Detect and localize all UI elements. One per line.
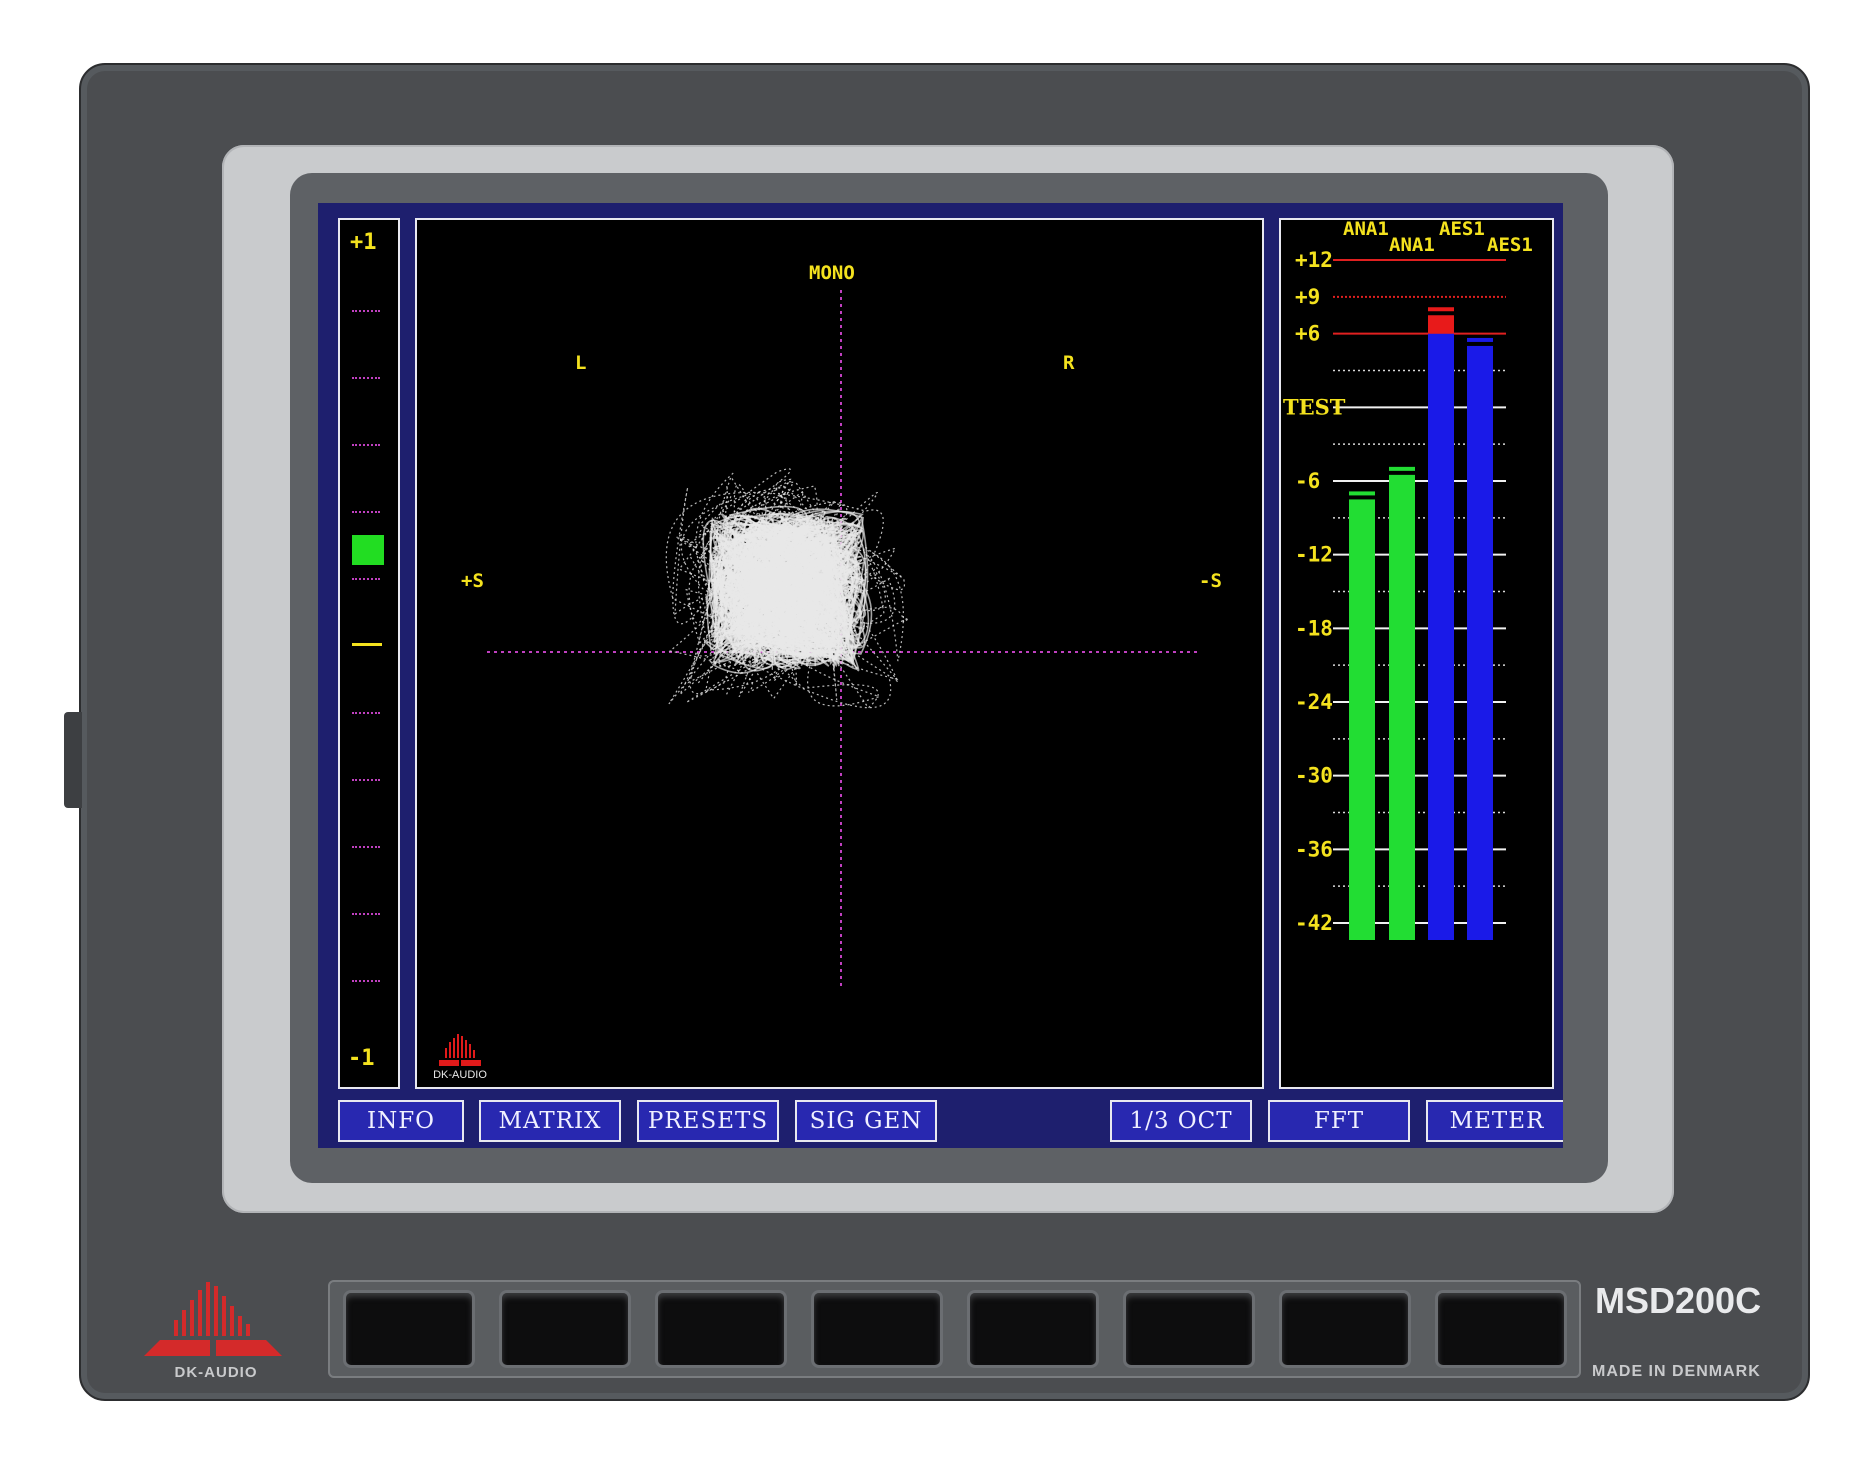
model-name: MSD200C bbox=[1595, 1280, 1762, 1321]
goniometer-canvas: DK-AUDIO bbox=[433, 290, 1197, 1081]
hardware-button-6[interactable] bbox=[1123, 1290, 1255, 1368]
trace-segment bbox=[687, 482, 896, 700]
correlation-tick bbox=[352, 913, 380, 915]
correlation-tick bbox=[352, 578, 380, 580]
correlation-zero-line bbox=[352, 643, 382, 646]
meter-peak-hold bbox=[1389, 466, 1415, 471]
meter-scale-label: -24 bbox=[1295, 690, 1333, 714]
display-screen: +1 -1 DK-AUDIO MONO L R bbox=[318, 203, 1563, 1148]
presets-button[interactable]: PRESETS bbox=[637, 1100, 779, 1142]
correlation-tick bbox=[352, 377, 380, 379]
third-octave-button[interactable]: 1/3 OCT bbox=[1110, 1100, 1252, 1142]
mono-label: MONO bbox=[809, 262, 855, 284]
trace-segment bbox=[709, 517, 862, 670]
dk-audio-brand-logo bbox=[144, 1282, 282, 1356]
meter-scale-label: -6 bbox=[1295, 469, 1320, 493]
hardware-button-4[interactable] bbox=[811, 1290, 943, 1368]
meter-scale-label: +9 bbox=[1295, 285, 1320, 309]
right-label: R bbox=[1063, 352, 1075, 374]
correlation-tick bbox=[352, 310, 380, 312]
correlation-tick bbox=[352, 444, 380, 446]
meter-bar bbox=[1349, 499, 1375, 940]
trace-segment bbox=[678, 495, 897, 709]
meter-peak-hold bbox=[1467, 337, 1493, 342]
hardware-button-7[interactable] bbox=[1279, 1290, 1411, 1368]
meter-button[interactable]: METER bbox=[1426, 1100, 1563, 1142]
meter-scale-label: -30 bbox=[1295, 764, 1333, 788]
hardware-button-2[interactable] bbox=[499, 1290, 631, 1368]
hardware-button-3[interactable] bbox=[655, 1290, 787, 1368]
correlation-tick bbox=[352, 779, 380, 781]
hardware-button-8[interactable] bbox=[1435, 1290, 1567, 1368]
correlation-top-label: +1 bbox=[350, 230, 377, 255]
header-aes1-bottom: AES1 bbox=[1487, 234, 1533, 256]
made-in-label: MADE IN DENMARK bbox=[1592, 1363, 1761, 1380]
brand-name: DK-AUDIO bbox=[174, 1364, 258, 1381]
fft-button[interactable]: FFT bbox=[1268, 1100, 1410, 1142]
goniometer-display: DK-AUDIO MONO L R +S -S bbox=[415, 218, 1264, 1089]
meter-bar bbox=[1467, 345, 1493, 940]
meter-peak-hold bbox=[1428, 307, 1454, 312]
side-connector-tab bbox=[64, 712, 82, 808]
hardware-button-1[interactable] bbox=[343, 1290, 475, 1368]
meter-scale-label: -36 bbox=[1295, 837, 1333, 861]
hardware-button-5[interactable] bbox=[967, 1290, 1099, 1368]
meter-peak-hold bbox=[1349, 491, 1375, 496]
correlation-meter: +1 -1 bbox=[338, 218, 400, 1089]
meter-scale-label: +12 bbox=[1295, 248, 1333, 272]
meter-scale-label: -12 bbox=[1295, 543, 1333, 567]
correlation-bottom-label: -1 bbox=[348, 1046, 375, 1071]
correlation-tick bbox=[352, 846, 380, 848]
sig-gen-button[interactable]: SIG GEN bbox=[795, 1100, 937, 1142]
signal-trace bbox=[665, 468, 910, 709]
trace-segment bbox=[715, 515, 862, 667]
level-meter: ANA1 AES1 ANA1 AES1 +12 +9 +6 TEST -6 -12 -18 -… bbox=[1279, 218, 1554, 1089]
meter-scale-label: -18 bbox=[1295, 616, 1333, 640]
matrix-button[interactable]: MATRIX bbox=[479, 1100, 621, 1142]
left-label: L bbox=[575, 352, 587, 374]
meter-scale-label: TEST bbox=[1283, 394, 1346, 419]
header-ana1-bottom: ANA1 bbox=[1389, 234, 1435, 256]
correlation-indicator bbox=[352, 534, 384, 565]
header-aes1-top: AES1 bbox=[1439, 218, 1485, 240]
dk-audio-logo: DK-AUDIO bbox=[433, 1034, 487, 1081]
meter-bar-overload bbox=[1428, 315, 1454, 334]
logo-text: DK-AUDIO bbox=[433, 1069, 487, 1081]
correlation-tick bbox=[352, 980, 380, 982]
correlation-tick bbox=[352, 511, 380, 513]
minus-s-label: -S bbox=[1199, 570, 1222, 592]
meter-scale-label: +6 bbox=[1295, 322, 1320, 346]
header-ana1-top: ANA1 bbox=[1343, 218, 1389, 240]
correlation-tick bbox=[352, 712, 380, 714]
trace-segment bbox=[712, 518, 870, 672]
meter-bar bbox=[1428, 333, 1454, 941]
meter-canvas: +12 +9 +6 TEST -6 -12 -18 -24 -30 -36 -42 bbox=[1283, 248, 1506, 941]
info-button[interactable]: INFO bbox=[338, 1100, 464, 1142]
meter-bar bbox=[1389, 474, 1415, 940]
meter-scale-label: -42 bbox=[1295, 911, 1333, 935]
plus-s-label: +S bbox=[461, 570, 484, 592]
trace-segment bbox=[702, 519, 861, 668]
